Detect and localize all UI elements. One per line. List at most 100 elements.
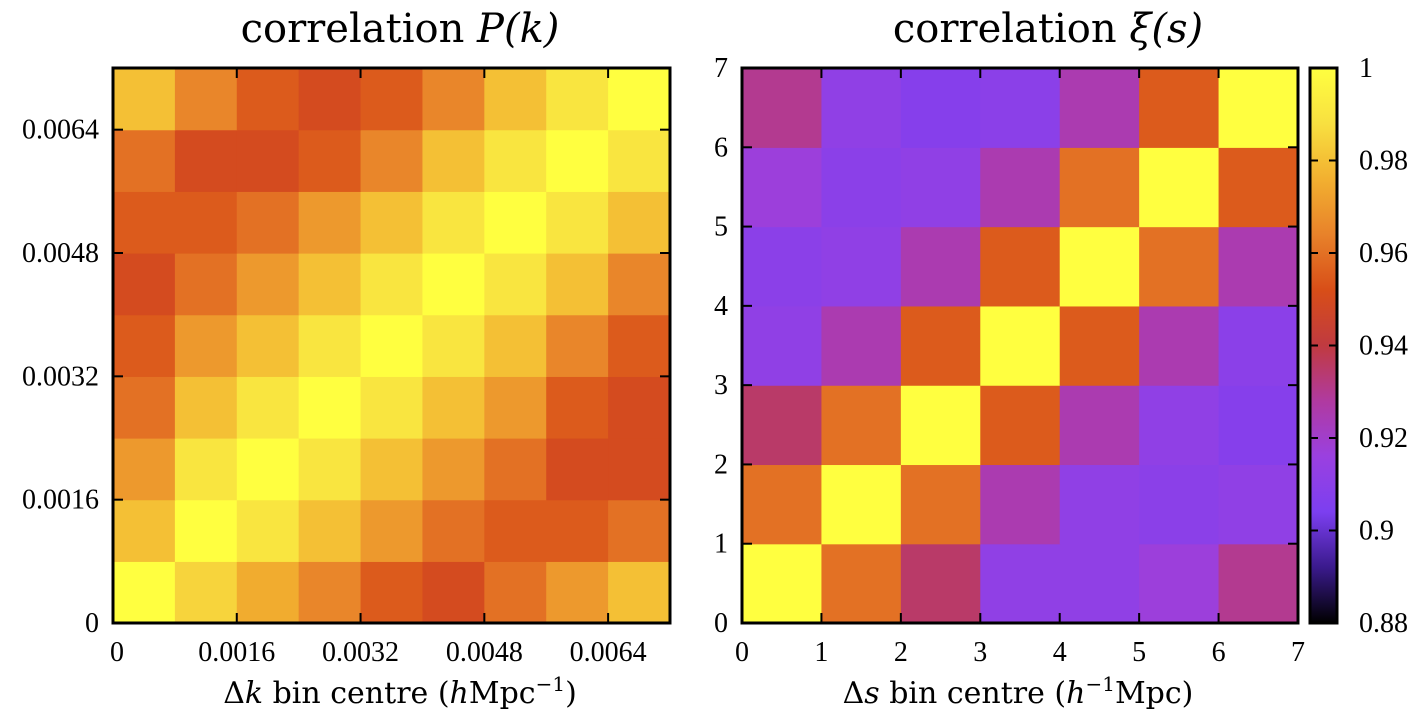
pk-cell-r4-c0: [113, 314, 176, 377]
xi-frame: [740, 66, 1300, 625]
xi-cell-r5-c3: [980, 147, 1061, 228]
xi-cell-r5-c5: [1139, 147, 1220, 228]
xi-cell-r0-c6: [1218, 543, 1299, 624]
pk-panel: correlation P(k) 0 0.0016 0.0032 0.0048 0.00…: [22, 6, 672, 711]
xi-ytick-label: 2: [714, 449, 728, 480]
xi-ytick-label: 4: [714, 291, 728, 322]
pk-cell-r0-c5: [422, 561, 485, 624]
pk-cell-r8-c7: [546, 68, 609, 131]
xi-cell-r1-c4: [1059, 464, 1140, 545]
pk-cell-r0-c7: [546, 561, 609, 624]
colorbar-tick-label: 0.98: [1359, 146, 1408, 177]
pk-cell-r5-c1: [174, 253, 238, 316]
pk-cell-r4-c2: [236, 314, 300, 377]
pk-cell-r3-c7: [546, 376, 609, 439]
pk-cell-r8-c1: [174, 68, 238, 131]
pk-frame: [111, 66, 672, 625]
xi-cell-r5-c2: [900, 147, 981, 228]
pk-cell-r2-c3: [298, 438, 362, 501]
pk-cell-r0-c8: [608, 561, 671, 624]
pk-cell-r1-c5: [422, 499, 485, 562]
pk-cell-r7-c5: [422, 129, 485, 192]
pk-cell-r6-c3: [298, 191, 362, 254]
pk-cell-r7-c3: [298, 129, 362, 192]
xi-x-axis: 0 1 2 3 4 5 6 7: [735, 68, 1305, 668]
xi-cell-r1-c2: [900, 464, 981, 545]
xi-cell-r4-c5: [1139, 226, 1220, 307]
xi-cell-r3-c5: [1139, 305, 1220, 386]
xi-ytick-label: 5: [714, 212, 728, 243]
colorbar-tick-label: 0.9: [1359, 516, 1394, 547]
pk-cell-r1-c4: [360, 499, 424, 562]
pk-cell-r6-c0: [113, 191, 176, 254]
pk-cell-r1-c3: [298, 499, 362, 562]
xi-cell-r0-c1: [821, 543, 902, 624]
pk-cell-r7-c0: [113, 129, 176, 192]
xi-cell-r1-c5: [1139, 464, 1220, 545]
xi-cell-r2-c6: [1218, 385, 1299, 466]
pk-cell-r2-c0: [113, 438, 176, 501]
colorbar-tick-label: 1: [1359, 53, 1373, 84]
pk-cell-r5-c7: [546, 253, 609, 316]
xi-cell-r0-c3: [980, 543, 1061, 624]
pk-cell-r5-c5: [422, 253, 485, 316]
xi-cell-r3-c3: [980, 305, 1061, 386]
xi-cell-r4-c6: [1218, 226, 1299, 307]
xi-xtick-label: 2: [894, 637, 908, 668]
pk-cell-r8-c8: [608, 68, 671, 131]
xi-cell-r4-c2: [900, 226, 981, 307]
xi-cell-r3-c6: [1218, 305, 1299, 386]
xi-cell-r6-c2: [900, 68, 981, 148]
colorbar-tick-label: 0.92: [1359, 423, 1408, 454]
xi-cell-r2-c5: [1139, 385, 1220, 466]
xi-xtick-label: 4: [1053, 637, 1067, 668]
xi-cell-r0-c0: [742, 543, 823, 624]
pk-cell-r8-c6: [484, 68, 547, 131]
pk-cell-r5-c3: [298, 253, 362, 316]
xi-cell-r6-c3: [980, 68, 1061, 148]
pk-heatmap: [113, 68, 671, 624]
xi-ytick-label: 3: [714, 370, 728, 401]
pk-cell-r8-c4: [360, 68, 424, 131]
pk-cell-r3-c1: [174, 376, 238, 439]
pk-xlabel: Δk bin centre (hMpc−1): [223, 672, 577, 711]
pk-xtick-label: 0.0064: [570, 637, 647, 668]
xi-cell-r1-c3: [980, 464, 1061, 545]
pk-cell-r0-c4: [360, 561, 424, 624]
pk-cell-r6-c2: [236, 191, 300, 254]
pk-y-axis: 0 0.0016 0.0032 0.0048 0.0064: [22, 115, 670, 639]
pk-cell-r6-c7: [546, 191, 609, 254]
pk-cell-r6-c5: [422, 191, 485, 254]
xi-cell-r3-c2: [900, 305, 981, 386]
xi-xtick-label: 0: [735, 637, 749, 668]
xi-xtick-label: 3: [973, 637, 987, 668]
pk-cell-r2-c5: [422, 438, 485, 501]
pk-ytick-label: 0.0064: [22, 115, 99, 146]
pk-cell-r5-c4: [360, 253, 424, 316]
xi-cell-r5-c4: [1059, 147, 1140, 228]
xi-heatmap: [742, 68, 1299, 624]
pk-cell-r6-c8: [608, 191, 671, 254]
pk-cell-r3-c0: [113, 376, 176, 439]
xi-cell-r4-c3: [980, 226, 1061, 307]
pk-xtick-label: 0.0048: [446, 637, 523, 668]
pk-cell-r1-c8: [608, 499, 671, 562]
xi-cell-r2-c3: [980, 385, 1061, 466]
xi-ytick-label: 0: [714, 608, 728, 639]
xi-cell-r0-c5: [1139, 543, 1220, 624]
xi-xtick-label: 7: [1291, 637, 1305, 668]
xi-xlabel: Δs bin centre (h−1Mpc): [843, 672, 1194, 711]
pk-cell-r6-c4: [360, 191, 424, 254]
pk-cell-r4-c1: [174, 314, 238, 377]
xi-cell-r4-c4: [1059, 226, 1140, 307]
colorbar-tick-label: 0.96: [1359, 238, 1408, 269]
pk-cell-r0-c0: [113, 561, 176, 624]
pk-cell-r4-c5: [422, 314, 485, 377]
pk-cell-r3-c8: [608, 376, 671, 439]
pk-cell-r7-c4: [360, 129, 424, 192]
xi-cell-r4-c0: [742, 226, 823, 307]
xi-cell-r1-c1: [821, 464, 902, 545]
xi-cell-r3-c1: [821, 305, 902, 386]
pk-cell-r4-c7: [546, 314, 609, 377]
xi-cell-r3-c4: [1059, 305, 1140, 386]
